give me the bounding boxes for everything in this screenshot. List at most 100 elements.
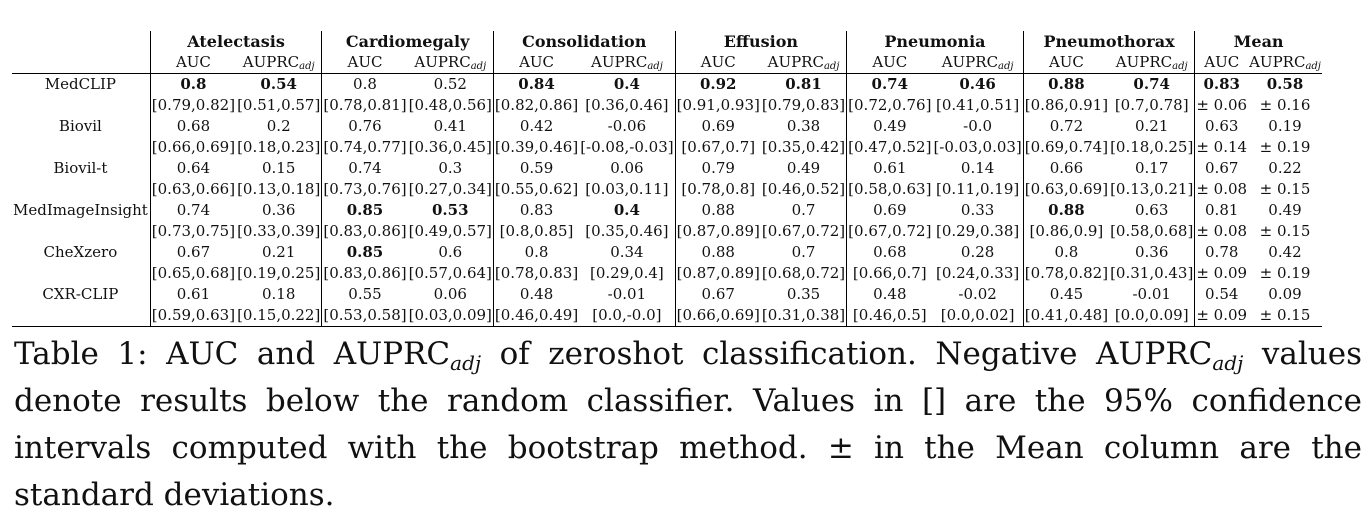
model-name: MedImageInsight (13, 201, 148, 219)
auc-interval: [0.82,0.86] (492, 95, 580, 116)
table-body: MedCLIP 0.8 0.54 0.8 0.52 0.84 0.4 0.92 0.81 0.74… (12, 73, 1322, 327)
auprc-interval: ± 0.16 (1259, 96, 1311, 114)
auprc-value: 0.36 (262, 201, 296, 219)
auprc-value: 0.52 (433, 75, 467, 93)
auc-value: 0.74 (321, 158, 408, 179)
model-name: Biovil-t (53, 159, 108, 177)
corner-cell (12, 52, 151, 74)
metric-header-auprc: AUPRCadj (760, 52, 847, 74)
auprc-value: 0.06 (610, 159, 644, 177)
auc-value: 0.67 (1194, 158, 1249, 179)
auc-value: 0.59 (492, 158, 580, 179)
auc-interval: [0.55,0.62] (492, 179, 580, 200)
metric-header-auprc-subscript: adj (998, 61, 1014, 72)
auprc-interval: [0.58,0.68] (1110, 222, 1194, 240)
auprc-value: 0.2 (266, 117, 291, 135)
auprc-interval: [0.68,0.72] (761, 264, 846, 282)
auc-value: 0.8 (1022, 242, 1110, 263)
auprc-interval: [0.36,0.46] (585, 96, 669, 114)
model-name-spacer (12, 137, 150, 158)
table-row: Biovil-t 0.64 0.15 0.74 0.3 0.59 0.06 0.79 0.49 0… (12, 158, 1322, 179)
auc-interval: [0.66,0.69] (149, 137, 237, 158)
auc-value: 0.55 (321, 284, 408, 305)
auprc-value: 0.22 (1268, 159, 1302, 177)
auc-interval: [0.87,0.89] (674, 221, 761, 242)
auc-value: 0.88 (674, 242, 761, 263)
metric-header-auprc-subscript: adj (1305, 61, 1321, 72)
corner-cell (12, 31, 150, 52)
auprc-value: 0.36 (1135, 243, 1169, 261)
metric-header-auprc-base: AUPRC (941, 53, 999, 71)
auprc-interval: [0.0,0.09] (1109, 305, 1195, 327)
caption-text: values denote results below the random c… (14, 336, 1362, 513)
auprc-interval: [0.31,0.43] (1110, 264, 1194, 282)
auprc-interval: [0.51,0.57] (237, 96, 321, 114)
auc-value: 0.49 (846, 116, 933, 137)
caption-subscript: adj (1212, 351, 1244, 375)
auprc-value: -0.02 (958, 285, 997, 303)
auprc-interval: [0.79,0.83] (761, 96, 846, 114)
category-header: Consolidation (492, 31, 676, 52)
caption-subscript: adj (450, 351, 482, 375)
auprc-value: 0.28 (960, 243, 995, 261)
table-row: CheXzero 0.67 0.21 0.85 0.6 0.8 0.34 0.88 0.7 0.6… (12, 242, 1322, 263)
auprc-interval: [0.0,-0.0] (579, 305, 676, 327)
auprc-interval: [0.27,0.34] (408, 180, 492, 198)
auc-interval: [0.67,0.72] (846, 221, 933, 242)
auc-interval: ± 0.09 (1194, 305, 1249, 327)
auprc-interval: [0.67,0.72] (761, 222, 846, 240)
auc-value: 0.85 (321, 200, 408, 221)
auprc-value: -0.01 (1132, 285, 1171, 303)
metric-header-auprc: AUPRCadj (932, 52, 1024, 74)
metric-header-auprc-base: AUPRC (414, 53, 471, 71)
category-header-row: Atelectasis Cardiomegaly Consolidation Effu… (12, 31, 1322, 52)
auc-interval: ± 0.06 (1194, 95, 1249, 116)
metric-header-auprc-base: AUPRC (590, 53, 648, 71)
auprc-value: 0.4 (613, 75, 640, 93)
auc-value: 0.64 (149, 158, 237, 179)
auprc-interval: [-0.03,0.03] (933, 138, 1022, 156)
auprc-interval: [0.18,0.25] (1110, 138, 1194, 156)
auprc-value: 0.14 (960, 159, 995, 177)
metric-header-auprc-subscript: adj (470, 61, 487, 72)
results-table: Atelectasis Cardiomegaly Consolidation Effu… (12, 31, 1322, 327)
metric-header-auc: AUC (1022, 52, 1110, 74)
auprc-value: 0.33 (960, 201, 995, 219)
auc-interval: [0.78,0.81] (321, 95, 408, 116)
auc-interval: [0.41,0.48] (1022, 305, 1110, 327)
auc-interval: [0.66,0.7] (846, 263, 933, 284)
auprc-interval: [0.19,0.25] (237, 264, 321, 282)
auprc-value: 0.74 (1133, 75, 1170, 93)
category-header: Pneumonia (846, 31, 1024, 52)
auc-interval: [0.78,0.82] (1022, 263, 1110, 284)
auc-value: 0.79 (674, 158, 761, 179)
table-row-ci: [0.65,0.68] [0.19,0.25] [0.83,0.86] [0.57,0… (12, 263, 1322, 284)
metric-header-auprc-base: AUPRC (1249, 53, 1306, 71)
auprc-interval: ± 0.15 (1259, 180, 1311, 198)
auprc-value: 0.49 (1268, 201, 1302, 219)
auc-interval: [0.74,0.77] (321, 137, 408, 158)
auprc-value: -0.06 (607, 117, 647, 135)
metric-header-auprc-base: AUPRC (767, 53, 824, 71)
auprc-interval: [0.48,0.56] (408, 96, 492, 114)
auc-value: 0.68 (149, 116, 237, 137)
auprc-value: 0.35 (786, 285, 821, 303)
auc-value: 0.72 (1022, 116, 1110, 137)
table-row: CXR-CLIP 0.61 0.18 0.55 0.06 0.48 -0.01 0.67 0.3… (12, 284, 1322, 305)
auc-value: 0.61 (149, 284, 237, 305)
caption-text: of zeroshot classification. Negative AUP… (481, 336, 1213, 372)
auc-value: 0.88 (1022, 200, 1110, 221)
metric-header-auc: AUC (674, 52, 761, 74)
auc-interval: [0.86,0.9] (1022, 221, 1110, 242)
auc-interval: [0.58,0.63] (846, 179, 933, 200)
auc-interval: [0.78,0.83] (492, 263, 580, 284)
auc-value: 0.63 (1194, 116, 1249, 137)
auc-value: 0.88 (1022, 73, 1110, 95)
auc-interval: [0.63,0.66] (149, 179, 237, 200)
model-name: MedCLIP (44, 75, 117, 93)
auc-value: 0.48 (492, 284, 580, 305)
model-name-spacer (12, 221, 150, 242)
auprc-interval: ± 0.15 (1248, 305, 1322, 327)
auc-value: 0.42 (492, 116, 580, 137)
auprc-value: 0.21 (262, 243, 296, 261)
